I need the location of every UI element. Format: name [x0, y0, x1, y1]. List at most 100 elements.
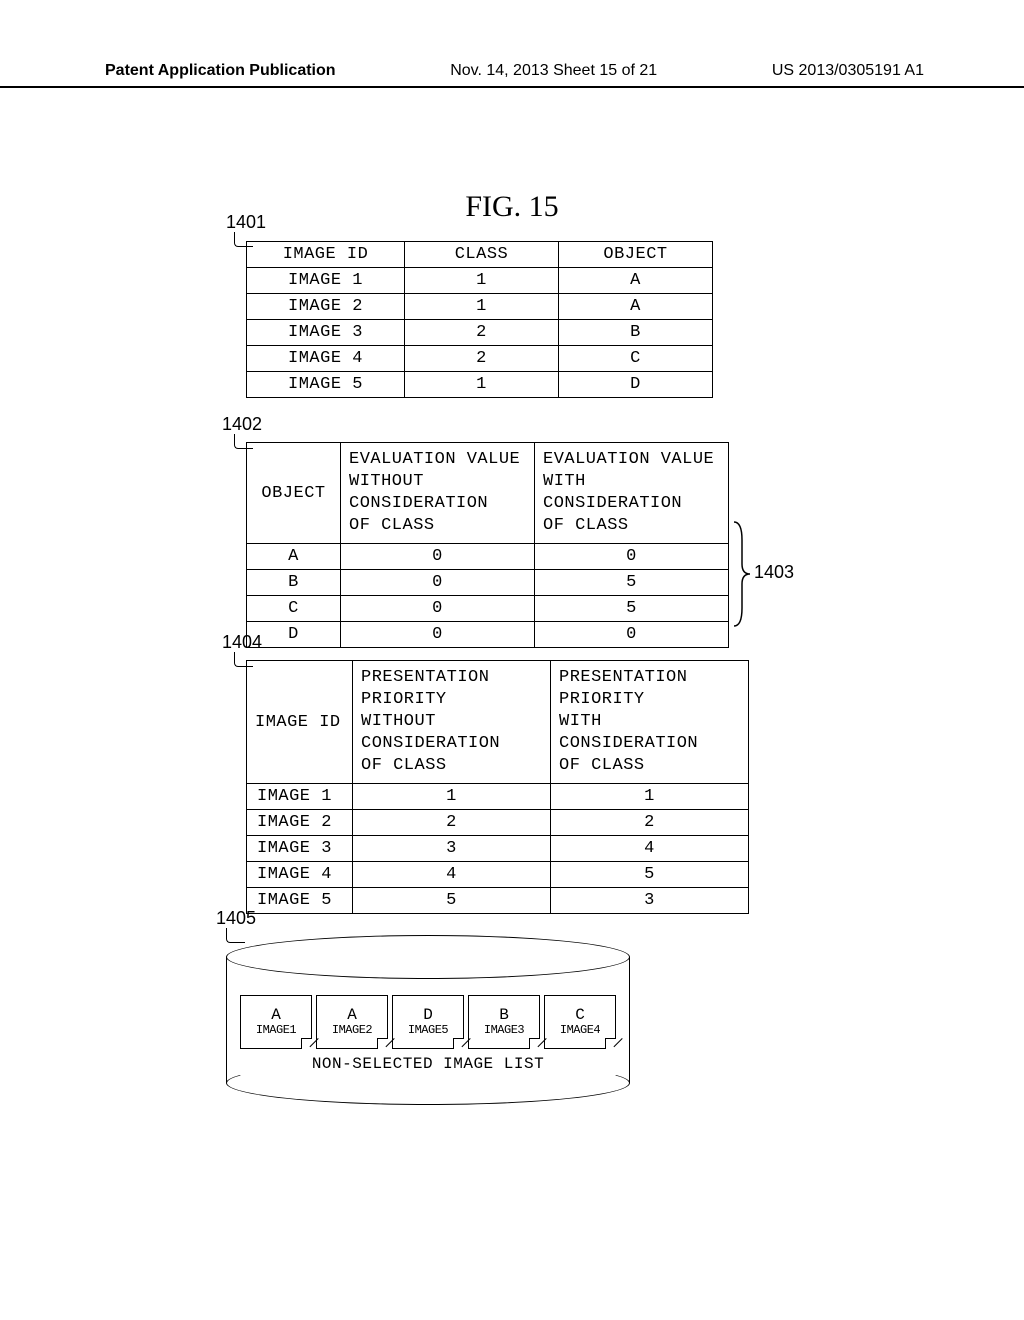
cell: 2 — [405, 346, 559, 372]
header-date-sheet: Nov. 14, 2013 Sheet 15 of 21 — [450, 62, 657, 80]
list-item: D IMAGE5 — [392, 995, 464, 1049]
cell: 5 — [535, 570, 729, 596]
table-row: IMAGE 2 2 2 — [247, 810, 749, 836]
cell: 0 — [341, 622, 535, 648]
cell: 5 — [353, 888, 551, 914]
ref-label-1403: 1403 — [754, 562, 794, 583]
table-row: IMAGE 1 1 A — [247, 268, 713, 294]
cell: IMAGE 1 — [247, 784, 353, 810]
table-row: IMAGE 4 4 5 — [247, 862, 749, 888]
cell: B — [247, 570, 341, 596]
table-row: OBJECT EVALUATION VALUEWITHOUT CONSIDERA… — [247, 443, 729, 544]
table-row: D 0 0 — [247, 622, 729, 648]
cell: 1 — [405, 268, 559, 294]
cell: 4 — [353, 862, 551, 888]
cell: A — [559, 294, 713, 320]
ref-label-1405: 1405 — [216, 908, 256, 929]
brace-icon — [732, 520, 752, 628]
thumb-id: IMAGE3 — [484, 1024, 524, 1037]
cell: 4 — [551, 836, 749, 862]
cell: C — [247, 596, 341, 622]
cell: 5 — [535, 596, 729, 622]
patent-figure-page: Patent Application Publication Nov. 14, … — [0, 0, 1024, 1320]
table-row: IMAGE 5 1 D — [247, 372, 713, 398]
thumb-object: B — [499, 1007, 509, 1025]
list-item: B IMAGE3 — [468, 995, 540, 1049]
figure-title: FIG. 15 — [0, 190, 1024, 224]
list-item: A IMAGE2 — [316, 995, 388, 1049]
table-row: IMAGE ID CLASS OBJECT — [247, 242, 713, 268]
list-caption: NON-SELECTED IMAGE LIST — [226, 1055, 630, 1073]
table-row: IMAGE 3 2 B — [247, 320, 713, 346]
cell: IMAGE 2 — [247, 294, 405, 320]
earmark-icon — [605, 1038, 616, 1049]
table-evaluation-values: OBJECT EVALUATION VALUEWITHOUT CONSIDERA… — [246, 442, 729, 648]
cell: A — [559, 268, 713, 294]
col-header: EVALUATION VALUEWITHOUT CONSIDERATIONOF … — [341, 443, 535, 544]
cell: 0 — [341, 544, 535, 570]
ref-label-1402: 1402 — [222, 414, 262, 435]
thumb-object: C — [575, 1007, 585, 1025]
cell: IMAGE 5 — [247, 888, 353, 914]
table-row: IMAGE 5 5 3 — [247, 888, 749, 914]
earmark-icon — [529, 1038, 540, 1049]
cell: IMAGE 3 — [247, 320, 405, 346]
thumb-id: IMAGE4 — [560, 1024, 600, 1037]
earmark-icon — [301, 1038, 312, 1049]
cell: 1 — [405, 294, 559, 320]
cell: B — [559, 320, 713, 346]
non-selected-image-list-container: A IMAGE1 A IMAGE2 D IMAGE5 B IMAGE3 — [226, 935, 630, 1083]
cell: 3 — [551, 888, 749, 914]
ref-label-1401: 1401 — [226, 212, 266, 233]
ref-label-1404: 1404 — [222, 632, 262, 653]
cell: C — [559, 346, 713, 372]
col-header: EVALUATION VALUEWITH CONSIDERATIONOF CLA… — [535, 443, 729, 544]
thumb-object: A — [271, 1007, 281, 1025]
table-row: IMAGE 1 1 1 — [247, 784, 749, 810]
col-header: IMAGE ID — [247, 661, 353, 784]
thumbnail-row: A IMAGE1 A IMAGE2 D IMAGE5 B IMAGE3 — [238, 995, 618, 1049]
thumb-id: IMAGE2 — [332, 1024, 372, 1037]
list-item: C IMAGE4 — [544, 995, 616, 1049]
table-row: C 0 5 — [247, 596, 729, 622]
list-item: A IMAGE1 — [240, 995, 312, 1049]
table-row: A 0 0 — [247, 544, 729, 570]
table-image-class-object: IMAGE ID CLASS OBJECT IMAGE 1 1 A IMAGE … — [246, 241, 713, 398]
cell: IMAGE 5 — [247, 372, 405, 398]
cell: 1 — [353, 784, 551, 810]
cell: 2 — [551, 810, 749, 836]
cell: IMAGE 4 — [247, 346, 405, 372]
thumb-id: IMAGE5 — [408, 1024, 448, 1037]
table-row: B 0 5 — [247, 570, 729, 596]
table-row: IMAGE 3 3 4 — [247, 836, 749, 862]
header-doc-number: US 2013/0305191 A1 — [772, 62, 924, 80]
cell: 0 — [341, 596, 535, 622]
earmark-icon — [377, 1038, 388, 1049]
cell: 2 — [405, 320, 559, 346]
cell: 3 — [353, 836, 551, 862]
table-row: IMAGE 2 1 A — [247, 294, 713, 320]
col-header: OBJECT — [247, 443, 341, 544]
page-header: Patent Application Publication Nov. 14, … — [0, 62, 1024, 88]
cell: IMAGE 2 — [247, 810, 353, 836]
cell: 0 — [535, 622, 729, 648]
cell: 5 — [551, 862, 749, 888]
cell: 0 — [341, 570, 535, 596]
thumb-object: D — [423, 1007, 433, 1025]
cell: 1 — [551, 784, 749, 810]
cell: IMAGE 4 — [247, 862, 353, 888]
cell: IMAGE 1 — [247, 268, 405, 294]
col-header: OBJECT — [559, 242, 713, 268]
col-header: IMAGE ID — [247, 242, 405, 268]
cell: 1 — [405, 372, 559, 398]
cell: 0 — [535, 544, 729, 570]
thumb-object: A — [347, 1007, 357, 1025]
cell: 2 — [353, 810, 551, 836]
thumb-id: IMAGE1 — [256, 1024, 296, 1037]
col-header: CLASS — [405, 242, 559, 268]
header-publication: Patent Application Publication — [105, 62, 336, 80]
table-presentation-priority: IMAGE ID PRESENTATION PRIORITYWITHOUT CO… — [246, 660, 749, 914]
cylinder-icon: A IMAGE1 A IMAGE2 D IMAGE5 B IMAGE3 — [226, 935, 630, 1083]
cell: A — [247, 544, 341, 570]
cell: IMAGE 3 — [247, 836, 353, 862]
